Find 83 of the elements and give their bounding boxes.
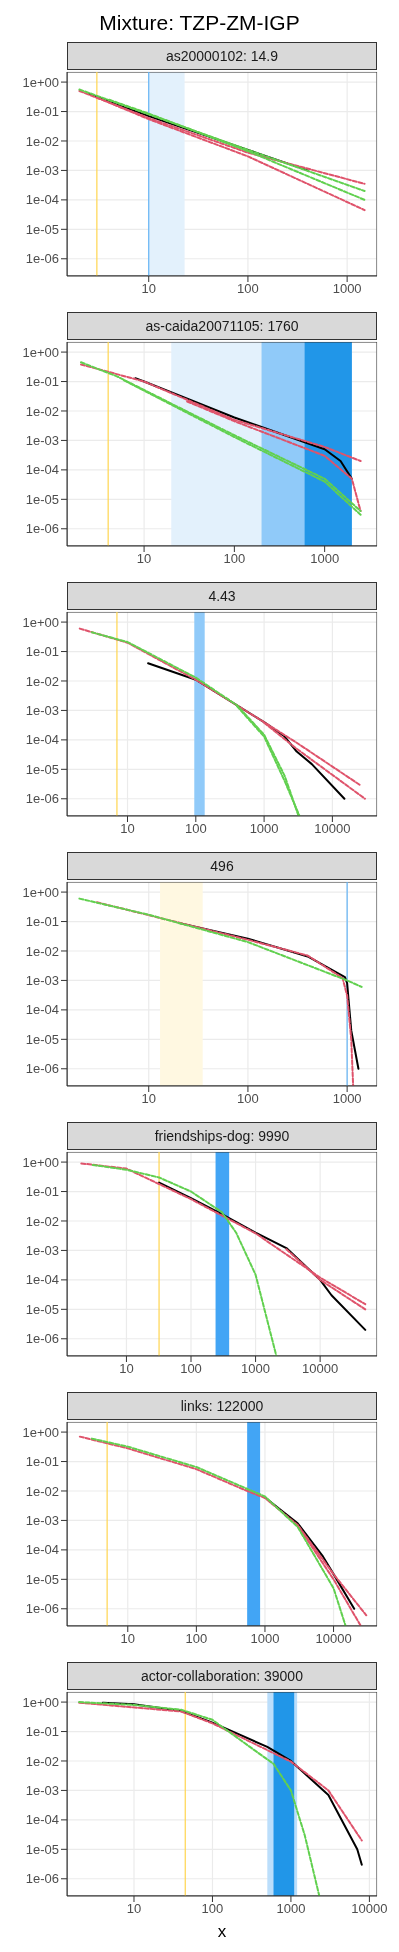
- y-tick-label: 1e-06: [25, 1061, 59, 1077]
- y-tick-label: 1e-06: [25, 791, 59, 807]
- y-tick-label: 1e-02: [25, 403, 59, 419]
- y-tick-label: 1e-05: [25, 491, 59, 507]
- chart-subtitle: 4.43: [67, 582, 377, 610]
- y-tick-label: 1e-05: [25, 1841, 59, 1857]
- y-tick-label: 1e+00: [22, 344, 59, 360]
- y-tick-label: 1e-04: [25, 1542, 59, 1558]
- y-tick-label: 1e-01: [25, 1724, 59, 1740]
- chart-subtitle: 496: [67, 852, 377, 880]
- chart-subtitle: friendships-dog: 9990: [67, 1122, 377, 1150]
- y-tick-label: 1e-06: [25, 1331, 59, 1347]
- chart-subtitle: as-caida20071105: 1760: [67, 312, 377, 340]
- y-tick-label: 1e-06: [25, 1601, 59, 1617]
- y-tick-label: 1e-02: [25, 1483, 59, 1499]
- x-axis-title: x: [217, 1922, 227, 1941]
- x-tick-label: 100: [180, 1361, 202, 1377]
- x-tick-label: 1000: [276, 1901, 306, 1917]
- y-tick-label: 1e-04: [25, 462, 59, 478]
- y-tick-label: 1e-01: [25, 1184, 59, 1200]
- y-tick-label: 1e-05: [25, 1571, 59, 1587]
- y-tick-label: 1e-01: [25, 104, 59, 120]
- x-tick-label: 100: [185, 1631, 208, 1647]
- x-tick-label: 1000: [249, 821, 279, 837]
- y-tick-label: 1e+00: [22, 1154, 59, 1170]
- x-tick-label: 10: [120, 821, 135, 837]
- x-tick-label: 10000: [314, 821, 351, 837]
- y-tick-label: 1e-03: [25, 1243, 59, 1259]
- chart-subtitle: as20000102: 14.9: [67, 42, 377, 70]
- x-tick-label: 100: [201, 1901, 224, 1917]
- y-tick-label: 1e-04: [25, 732, 59, 748]
- y-tick-label: 1e-01: [25, 374, 59, 390]
- y-tick-label: 1e-04: [25, 1002, 59, 1018]
- y-tick-label: 1e-03: [25, 163, 59, 179]
- y-tick-label: 1e-01: [25, 644, 59, 660]
- y-tick-label: 1e-05: [25, 221, 59, 237]
- x-tick-label: 10000: [315, 1631, 352, 1647]
- y-tick-label: 1e-06: [25, 251, 59, 267]
- y-tick-label: 1e-03: [25, 1513, 59, 1529]
- y-tick-label: 1e+00: [22, 1424, 59, 1440]
- y-tick-label: 1e-02: [25, 1213, 59, 1229]
- y-tick-label: 1e-06: [25, 1871, 59, 1887]
- x-tick-label: 10: [119, 1361, 134, 1377]
- y-tick-label: 1e+00: [22, 1694, 59, 1710]
- x-tick-label: 100: [184, 821, 207, 837]
- y-tick-label: 1e-03: [25, 973, 59, 989]
- y-tick-label: 1e-02: [25, 1753, 59, 1769]
- y-tick-label: 1e-02: [25, 943, 59, 959]
- chart-subtitle: actor-collaboration: 39000: [67, 1662, 377, 1690]
- x-tick-label: 10000: [351, 1901, 388, 1917]
- y-tick-label: 1e+00: [22, 614, 59, 630]
- x-tick-label: 1000: [310, 551, 340, 567]
- y-tick-label: 1e-02: [25, 673, 59, 689]
- y-tick-label: 1e-03: [25, 433, 59, 449]
- y-tick-label: 1e-01: [25, 914, 59, 930]
- x-tick-label: 10: [126, 1901, 142, 1917]
- y-tick-label: 1e+00: [22, 884, 59, 900]
- y-tick-label: 1e-06: [25, 521, 59, 537]
- y-tick-label: 1e-04: [25, 1272, 59, 1288]
- y-tick-label: 1e-03: [25, 1783, 59, 1799]
- x-tick-label: 1000: [332, 281, 362, 297]
- chart-title: Mixture: TZP-ZM-IGP: [98, 10, 301, 36]
- y-tick-label: 1e-03: [25, 703, 59, 719]
- x-tick-label: 100: [237, 281, 259, 297]
- y-tick-label: 1e-04: [25, 1812, 59, 1828]
- y-tick-label: 1e+00: [22, 74, 59, 90]
- x-tick-label: 1000: [332, 1091, 362, 1107]
- x-tick-label: 100: [237, 1091, 259, 1107]
- x-tick-label: 10: [141, 281, 156, 297]
- x-tick-label: 1000: [241, 1361, 271, 1377]
- y-tick-label: 1e-05: [25, 1031, 59, 1047]
- chart-subtitle: links: 122000: [67, 1392, 377, 1420]
- y-tick-label: 1e-02: [25, 133, 59, 149]
- y-tick-label: 1e-01: [25, 1454, 59, 1470]
- y-tick-label: 1e-04: [25, 192, 59, 208]
- y-tick-label: 1e-05: [25, 761, 59, 777]
- x-tick-label: 10: [120, 1631, 136, 1647]
- x-tick-label: 10: [141, 1091, 156, 1107]
- y-tick-label: 1e-05: [25, 1301, 59, 1317]
- x-tick-label: 10: [136, 551, 152, 567]
- x-tick-label: 1000: [250, 1631, 280, 1647]
- x-tick-label: 100: [223, 551, 246, 567]
- x-tick-label: 10000: [302, 1361, 339, 1377]
